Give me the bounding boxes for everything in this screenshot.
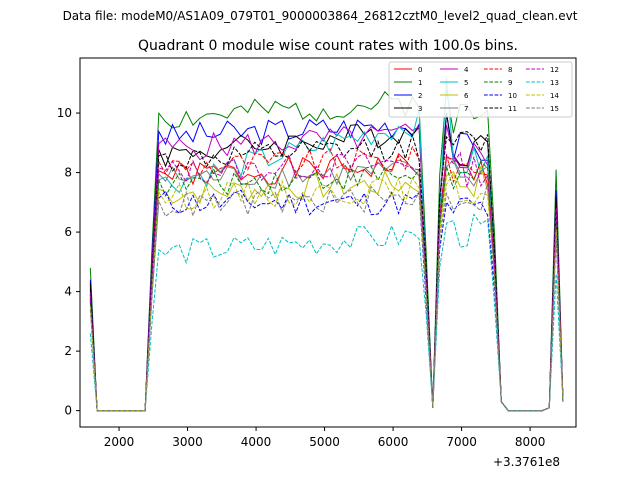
series-line-6 [89, 166, 564, 412]
series-line-13 [89, 213, 564, 412]
x-tick-label: 2000 [104, 435, 135, 449]
y-tick-label: 8 [64, 166, 72, 180]
legend-label-6: 6 [464, 92, 469, 100]
legend-frame [388, 61, 573, 118]
legend-label-2: 2 [418, 92, 422, 100]
y-tick-label: 2 [64, 344, 72, 358]
x-tick-label: 7000 [446, 435, 477, 449]
legend-label-1: 1 [418, 79, 422, 87]
plot-frame [79, 57, 577, 428]
y-tick-label: 0 [64, 404, 72, 418]
series-layer [89, 77, 564, 412]
legend-label-13: 13 [550, 79, 559, 87]
series-line-7 [89, 159, 564, 412]
chart-suptitle: Data file: modeM0/AS1A09_079T01_90000038… [63, 9, 578, 23]
x-tick-label: 4000 [241, 435, 272, 449]
y-tick-label: 6 [64, 225, 72, 239]
series-line-9 [89, 160, 564, 412]
legend-label-8: 8 [508, 66, 512, 74]
legend-label-9: 9 [508, 79, 512, 87]
legend-label-5: 5 [464, 79, 468, 87]
series-line-4 [89, 123, 564, 412]
y-tick-label: 4 [64, 285, 72, 299]
legend-label-3: 3 [418, 105, 422, 113]
x-tick-label: 5000 [309, 435, 340, 449]
series-line-8 [89, 145, 564, 412]
series-line-12 [89, 151, 564, 412]
y-axis: 0 2 4 6 8 10 [57, 106, 80, 418]
legend-label-7: 7 [464, 105, 468, 113]
legend-label-14: 14 [550, 92, 559, 100]
legend-label-12: 12 [550, 66, 559, 74]
y-tick-label: 10 [57, 106, 72, 120]
series-line-11 [89, 131, 564, 412]
x-offset-label: +3.3761e8 [493, 455, 560, 469]
legend-label-10: 10 [508, 92, 517, 100]
x-tick-label: 8000 [515, 435, 546, 449]
legend-label-4: 4 [464, 66, 469, 74]
legend-label-15: 15 [550, 105, 559, 113]
series-line-3 [89, 113, 564, 412]
legend-label-0: 0 [418, 66, 422, 74]
x-tick-label: 3000 [172, 435, 203, 449]
series-line-0 [89, 152, 564, 412]
chart-title: Quadrant 0 module wise count rates with … [138, 38, 518, 54]
series-line-14 [89, 172, 564, 412]
x-axis: 2000 3000 4000 5000 6000 7000 8000 [104, 427, 546, 449]
x-tick-label: 6000 [378, 435, 409, 449]
series-line-15 [89, 182, 564, 412]
legend-label-11: 11 [508, 105, 517, 113]
series-line-2 [89, 113, 564, 412]
